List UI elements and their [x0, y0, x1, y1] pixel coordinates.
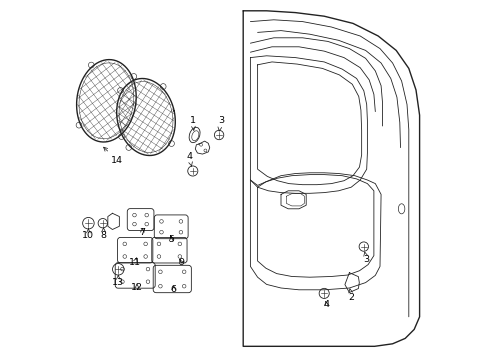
Text: 4: 4 — [186, 152, 193, 167]
Text: 10: 10 — [82, 229, 95, 240]
Text: 1: 1 — [190, 116, 196, 131]
Text: 3: 3 — [218, 116, 224, 131]
Text: 5: 5 — [168, 235, 174, 244]
Text: 14: 14 — [103, 147, 123, 165]
Text: 9: 9 — [178, 258, 184, 266]
Text: 4: 4 — [323, 300, 329, 309]
Text: 8: 8 — [100, 228, 106, 240]
Text: 3: 3 — [364, 252, 370, 264]
Text: 12: 12 — [131, 284, 143, 292]
Text: 6: 6 — [171, 285, 177, 294]
Text: 13: 13 — [112, 275, 124, 287]
Text: 2: 2 — [348, 289, 355, 302]
Text: 11: 11 — [129, 258, 141, 266]
Text: 7: 7 — [139, 228, 146, 237]
